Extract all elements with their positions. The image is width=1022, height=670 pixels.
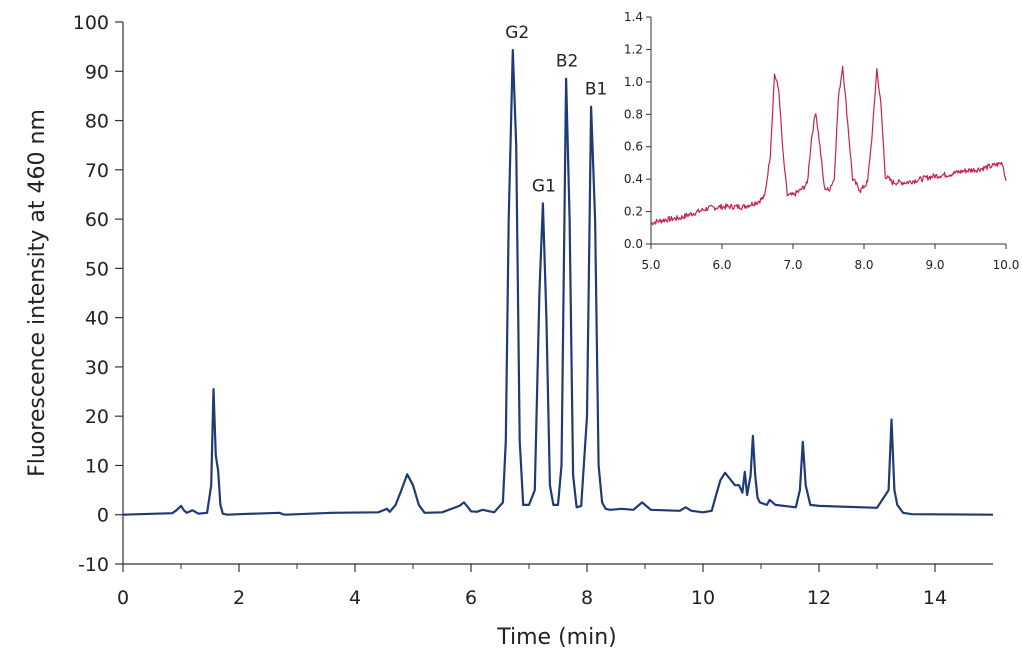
- y-tick-label: 100: [73, 12, 109, 34]
- inset-y-tick-label: 0.6: [624, 140, 643, 154]
- main-chromatogram-plot: -10 0 10 20 30 40 50 60 70 80 90 100 0 2 4 6 8 10 12 14 Time…: [25, 12, 994, 650]
- inset-y-tick-label: 1.4: [624, 10, 643, 24]
- y-tick-label: 70: [85, 160, 109, 182]
- peak-label-g2: G2: [505, 23, 529, 43]
- inset-x-tick-label: 8.0: [854, 258, 873, 272]
- x-tick-label: 14: [923, 587, 947, 609]
- inset-y-tick-label: 0.2: [624, 205, 643, 219]
- inset-x-tick-label: 10.0: [993, 258, 1020, 272]
- inset-x-tick-label: 9.0: [925, 258, 944, 272]
- y-tick-label: 60: [85, 209, 109, 231]
- x-tick-label: 12: [807, 587, 831, 609]
- y-tick-label: 50: [85, 258, 109, 280]
- y-tick-label: 80: [85, 111, 109, 133]
- y-tick-label: 0: [97, 505, 109, 527]
- peak-label-b1: B1: [585, 80, 607, 100]
- inset-chromatogram-plot: 0.0 0.2 0.4 0.6 0.8 1.0 1.2 1.4 5.0 6.0 7.0 8.0 9.0 1…: [624, 10, 1019, 272]
- peak-label-b2: B2: [556, 52, 578, 72]
- inset-y-tick-label: 0.4: [624, 172, 643, 186]
- y-tick-label: 20: [85, 406, 109, 428]
- y-tick-label: 40: [85, 308, 109, 330]
- x-tick-label: 10: [691, 587, 715, 609]
- peak-label-g1: G1: [532, 176, 556, 196]
- y-tick-label: -10: [78, 554, 109, 576]
- x-tick-label: 8: [581, 587, 593, 609]
- x-axis-title: Time (min): [496, 625, 617, 650]
- inset-x-tick-label: 5.0: [641, 258, 660, 272]
- inset-y-tick-label: 0.8: [624, 107, 643, 121]
- y-tick-label: 30: [85, 357, 109, 379]
- y-axis-title: Fluorescence intensity at 460 nm: [25, 109, 50, 477]
- x-tick-label: 2: [233, 587, 245, 609]
- inset-x-tick-label: 7.0: [783, 258, 802, 272]
- inset-y-tick-label: 0.0: [624, 237, 643, 251]
- y-tick-label: 10: [85, 455, 109, 477]
- x-tick-label: 0: [117, 587, 129, 609]
- inset-y-tick-label: 1.0: [624, 75, 643, 89]
- y-tick-label: 90: [85, 61, 109, 83]
- main-series-line: [122, 49, 994, 516]
- inset-x-tick-label: 6.0: [712, 258, 731, 272]
- inset-series-line: [650, 65, 1007, 226]
- x-tick-label: 4: [349, 587, 361, 609]
- inset-y-tick-label: 1.2: [624, 42, 643, 56]
- x-tick-label: 6: [465, 587, 477, 609]
